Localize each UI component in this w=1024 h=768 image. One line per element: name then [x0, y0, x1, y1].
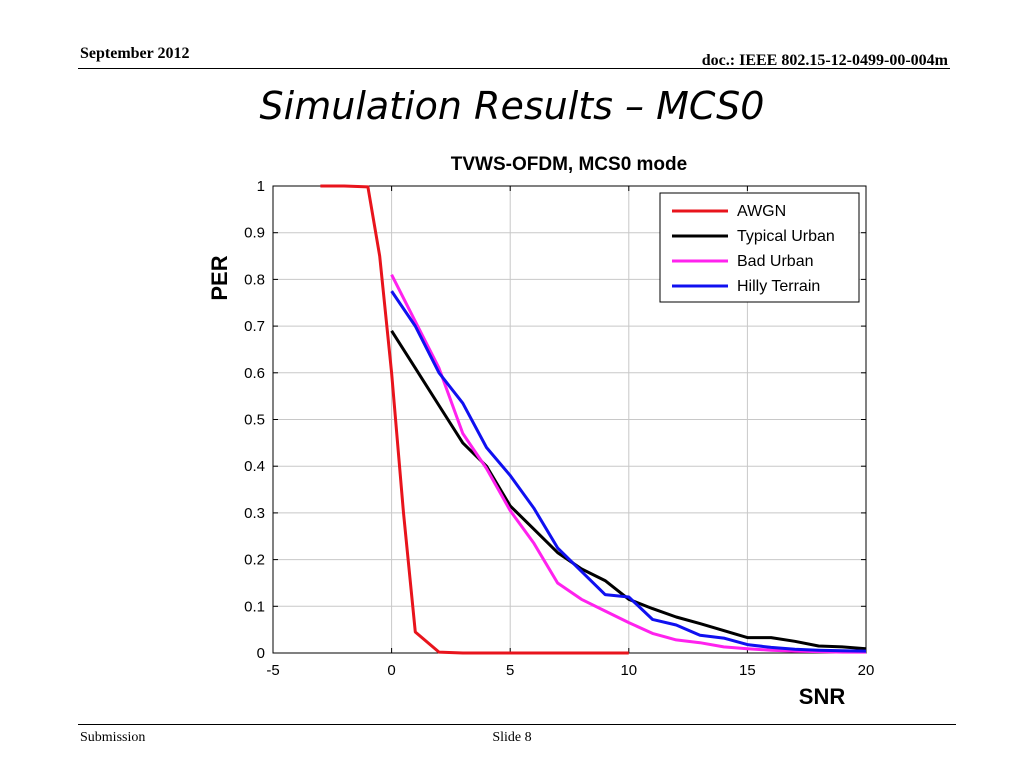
y-tick-label: 0.7	[244, 318, 265, 335]
header-date: September 2012	[80, 45, 190, 62]
footer-submission: Submission	[80, 730, 146, 745]
y-tick-label: 0.1	[244, 598, 265, 615]
legend-label-hilly-terrain: Hilly Terrain	[737, 278, 820, 295]
header-doc-id: doc.: IEEE 802.15-12-0499-00-004m	[701, 52, 948, 69]
x-tick-label: 5	[506, 662, 514, 679]
y-tick-label: 0.8	[244, 271, 265, 288]
legend-entries: AWGN Typical Urban Bad Urban Hilly Terrain	[672, 203, 835, 295]
legend: AWGN Typical Urban Bad Urban Hilly Terrain	[659, 192, 860, 303]
y-tick-label: 0.4	[244, 458, 265, 475]
axis-ticks	[272, 185, 867, 654]
slide-title: Simulation Results – MCS0	[259, 84, 765, 128]
y-tick-label: 0.2	[244, 552, 265, 569]
y-tick-label: 1	[257, 178, 265, 195]
x-tick-label: 15	[739, 662, 756, 679]
x-axis-label: SNR	[799, 684, 846, 709]
footer-rule	[78, 724, 956, 725]
y-tick-label: 0.3	[244, 505, 265, 522]
legend-label-awgn: AWGN	[737, 203, 786, 220]
x-tick-label: 10	[620, 662, 637, 679]
x-tick-label: 0	[387, 662, 395, 679]
x-tick-label: 20	[858, 662, 875, 679]
y-tick-label: 0	[257, 645, 265, 662]
y-axis-label: PER	[207, 255, 232, 300]
y-tick-label: 0.9	[244, 225, 265, 242]
legend-label-typical-urban: Typical Urban	[737, 228, 835, 245]
y-tick-label: 0.6	[244, 365, 265, 382]
series-line-bad-urban	[390, 274, 866, 654]
footer-slide-number: Slide 8	[492, 730, 532, 745]
x-tick-labels: -5 0 5 10 15 20	[266, 662, 874, 679]
grid-lines	[273, 186, 866, 653]
series-line-hilly-terrain	[390, 290, 867, 653]
y-tick-labels: 0 0.1 0.2 0.3 0.4 0.5 0.6 0.7 0.8 0.9 1	[244, 178, 265, 662]
series-line-awgn	[320, 184, 629, 655]
header-rule	[78, 68, 950, 69]
x-tick-label: -5	[266, 662, 279, 679]
chart-title: TVWS-OFDM, MCS0 mode	[451, 154, 687, 175]
y-tick-label: 0.5	[244, 412, 265, 429]
series-line-typical-urban	[390, 329, 867, 651]
legend-label-bad-urban: Bad Urban	[737, 253, 814, 270]
series-lines	[320, 184, 867, 655]
